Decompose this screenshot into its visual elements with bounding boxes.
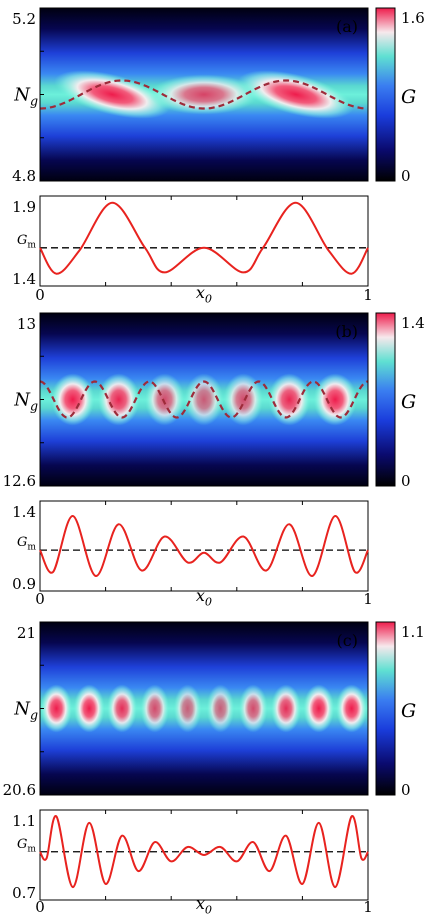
heatmap-lobe [223,373,264,426]
heatmap-lobe [184,373,224,426]
conductance-curve [39,514,369,578]
heatmap-lobe [51,373,95,426]
lineplot-ytick-top: 1.4 [12,503,36,521]
heatmap-ylabel: Ng [13,390,38,414]
heatmap-lobe [73,684,105,733]
heatmap-ylabel: Ng [13,85,38,109]
conductance-curve [39,815,369,889]
heatmap-lobe [40,684,73,733]
heatmap-lobes [40,373,368,426]
heatmap-lobe [206,684,235,733]
colorbar-tick-min: 0 [401,472,411,490]
lineplot-xtick-0: 0 [35,590,45,608]
heatmap-lobe [140,684,170,733]
colorbar-tick-min: 0 [401,781,411,799]
lineplot-ytick-bottom: 0.7 [12,884,36,902]
lineplot-frame [39,500,369,592]
heatmap-ytick-bottom: 20.6 [3,781,36,799]
panel-label: (a) [336,17,358,36]
colorbar-tick-max: 1.6 [401,9,425,27]
heatmap-lobe [268,373,311,426]
conductance-curve [39,201,369,275]
panel-label: (b) [335,322,358,341]
heatmap-lobes [40,684,368,733]
lineplot-xtick-0: 0 [35,898,45,916]
lineplot-ytick-top: 1.1 [12,812,36,830]
heatmap-ytick-bottom: 4.8 [12,167,36,185]
heatmap-lobe [270,684,302,733]
heatmap-lobe [173,684,202,733]
lineplot-ytick-bottom: 1.4 [12,270,36,288]
colorbar [375,7,396,182]
colorbar-label: G [401,700,416,722]
heatmap-lobes [40,70,368,119]
lineplot-xlabel: x0 [196,283,212,305]
heatmap-lobe [149,74,259,115]
lineplot-xtick-1: 1 [363,286,373,304]
colorbar [375,312,396,487]
dashed-resonance-curve [40,380,368,419]
heatmap-ytick-top: 5.2 [12,10,36,28]
dashed-resonance-curve [40,79,368,110]
colorbar-label: G [401,391,416,413]
heatmap-lobe [237,70,354,119]
colorbar-tick-min: 0 [401,167,411,185]
panel-label: (c) [337,631,358,650]
heatmap-lobe [106,684,138,733]
heatmap-ylabel: Ng [13,699,38,723]
hline-label: Gm [17,535,36,553]
lineplot-xtick-0: 0 [35,286,45,304]
heatmap-ytick-bottom: 12.6 [3,472,36,490]
colorbar-tick-max: 1.1 [401,623,425,641]
heatmap-lobe [335,684,368,733]
heatmap-lobe [238,684,268,733]
lineplot-ytick-top: 1.9 [12,198,36,216]
heatmap-lobe [313,373,357,426]
colorbar-tick-max: 1.4 [401,314,425,332]
heatmap-ytick-top: 21 [17,624,36,642]
lineplot-xtick-1: 1 [363,590,373,608]
hline-label: Gm [17,837,36,855]
heatmap-ytick-top: 13 [17,315,36,333]
heatmap-lobe [97,373,140,426]
colorbar-label: G [401,86,416,108]
heatmap-lobe [54,70,171,119]
lineplot-xtick-1: 1 [363,898,373,916]
heatmap-lobe [303,684,335,733]
lineplot-frame [39,195,369,287]
lineplot-ytick-bottom: 0.9 [12,575,36,593]
lineplot-xlabel: x0 [196,894,212,916]
lineplot-xlabel: x0 [196,586,212,608]
hline-label: Gm [17,233,36,251]
colorbar [375,621,396,796]
